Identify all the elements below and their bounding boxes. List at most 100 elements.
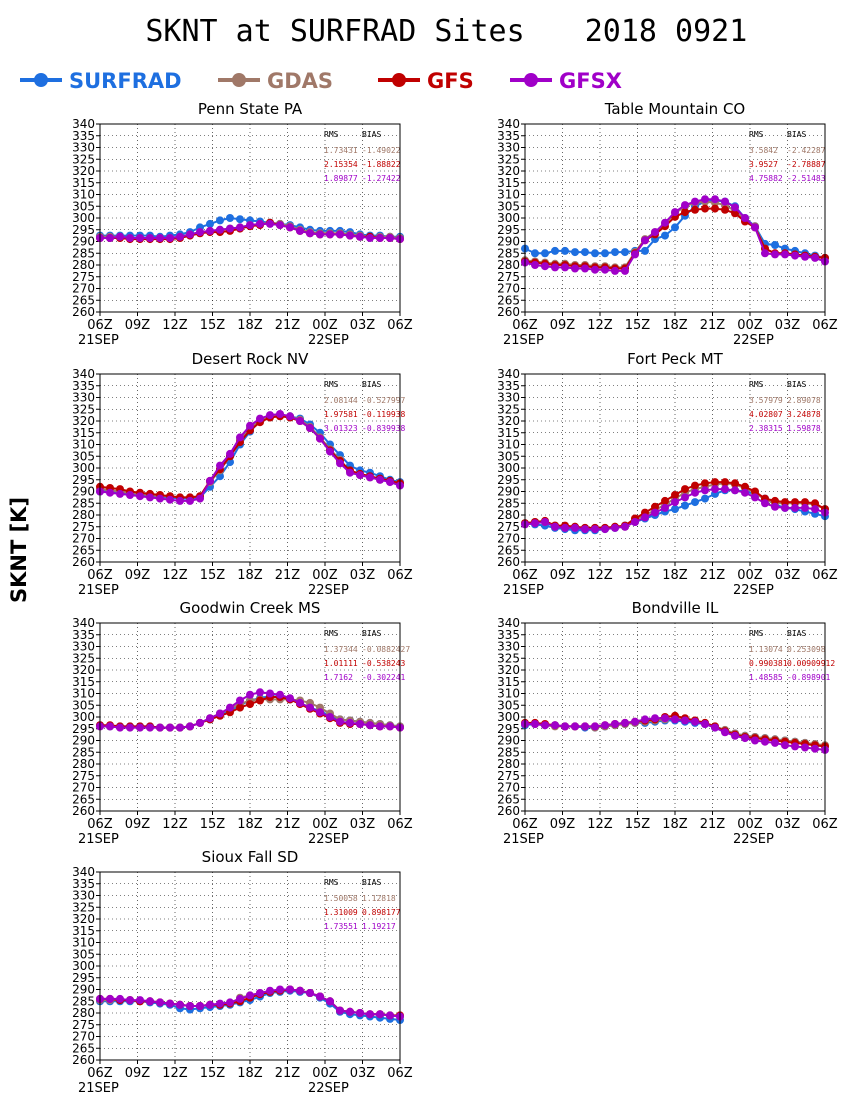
data-point	[771, 496, 779, 505]
data-point	[621, 266, 629, 275]
y-tick-label: 335	[497, 379, 520, 393]
data-point	[651, 508, 659, 517]
data-point	[791, 251, 799, 260]
panel-goodwin-creek-ms: Goodwin Creek MS 260265270275280285290295…	[72, 599, 413, 847]
data-point	[306, 229, 314, 238]
stats-header-bias: BIAS	[362, 878, 381, 887]
data-point	[531, 519, 539, 528]
data-point	[176, 723, 184, 732]
panel-fort-peck-mt: Fort Peck MT2602652702752802852902953003…	[497, 350, 838, 598]
x-tick-label: 06Z	[512, 568, 538, 583]
data-point	[276, 221, 284, 230]
data-point	[771, 250, 779, 259]
panel-title: Bondville IL	[632, 599, 719, 617]
data-point	[376, 475, 384, 484]
y-tick-label: 270	[72, 532, 95, 546]
plot-frame	[99, 622, 401, 812]
panel-desert-rock-nv: Desert Rock NV26026527027528028529029530…	[72, 350, 413, 598]
y-tick-label: 330	[72, 391, 95, 405]
y-tick-label: 260	[72, 555, 95, 569]
y-tick-label: 290	[72, 235, 95, 249]
y-tick-label: 260	[72, 305, 95, 319]
x-tick-label: 03Z	[775, 568, 801, 583]
data-point	[196, 228, 204, 237]
y-tick-label: 280	[497, 508, 520, 522]
y-tick-label: 295	[72, 722, 95, 736]
stats-bias-gfs: -0.119938	[362, 410, 406, 419]
data-point	[701, 720, 709, 728]
x-tick-label: 06Z	[812, 318, 838, 333]
data-point	[691, 205, 699, 214]
y-tick-label: 265	[497, 293, 520, 307]
stats-bias-gfsx: -1.27422	[362, 174, 401, 183]
data-point	[386, 234, 394, 242]
data-point	[286, 694, 294, 703]
x-date-label: 22SEP	[733, 333, 774, 348]
stats-header-rms: RMS	[324, 878, 339, 887]
stats-rms-gdas: 3.57979	[749, 396, 783, 405]
data-point	[601, 525, 609, 534]
x-tick-label: 15Z	[200, 1066, 226, 1081]
data-point	[611, 266, 619, 275]
x-tick-label: 18Z	[662, 318, 688, 333]
data-point	[286, 412, 294, 421]
data-point	[216, 216, 224, 225]
data-point	[286, 985, 294, 994]
y-tick-label: 290	[497, 235, 520, 249]
data-point	[701, 204, 709, 213]
data-point	[541, 262, 549, 271]
y-tick-label: 270	[497, 282, 520, 296]
y-tick-label: 325	[72, 402, 95, 416]
x-tick-label: 06Z	[512, 318, 538, 333]
y-tick-label: 310	[72, 188, 95, 202]
data-point	[146, 997, 154, 1006]
data-point	[541, 721, 549, 730]
data-point	[621, 718, 629, 727]
y-tick-label: 260	[497, 804, 520, 818]
data-point	[316, 230, 324, 239]
data-point	[701, 494, 709, 503]
data-point	[166, 999, 174, 1008]
data-point	[631, 250, 639, 259]
data-point	[106, 234, 114, 242]
data-point	[801, 252, 809, 261]
y-tick-label: 270	[72, 282, 95, 296]
data-point	[771, 241, 779, 249]
y-tick-label: 305	[72, 449, 95, 463]
data-point	[581, 722, 589, 731]
data-point	[146, 493, 154, 502]
plot-frame	[524, 123, 826, 313]
stats-rms-gfs: 3.9527	[749, 160, 778, 169]
data-point	[751, 223, 759, 232]
y-tick-label: 330	[497, 391, 520, 405]
x-tick-label: 12Z	[162, 568, 188, 583]
panels: Penn State PA260265270275280285290295300…	[72, 100, 838, 1096]
panel-title: Fort Peck MT	[627, 350, 723, 368]
data-point	[681, 501, 689, 510]
x-tick-label: 09Z	[125, 568, 151, 583]
data-point	[336, 1006, 344, 1015]
data-point	[246, 991, 254, 1000]
panel-table-mountain-co: Table Mountain CO 26026527027528028529029…	[497, 100, 838, 348]
data-point	[136, 234, 144, 242]
data-point	[216, 999, 224, 1008]
data-point	[761, 499, 769, 508]
y-tick-label: 325	[497, 651, 520, 665]
data-point	[266, 986, 274, 995]
data-point	[651, 502, 659, 511]
data-point	[761, 249, 769, 258]
y-tick-label: 260	[497, 555, 520, 569]
data-point	[116, 723, 124, 732]
data-point	[781, 741, 789, 750]
y-tick-label: 270	[497, 532, 520, 546]
data-point	[126, 234, 134, 242]
data-point	[316, 992, 324, 1001]
stats-rms-gfs: 1.31009	[324, 908, 358, 917]
data-point	[296, 417, 304, 425]
data-point	[286, 223, 294, 232]
x-tick-label: 18Z	[237, 1066, 263, 1081]
data-point	[721, 728, 729, 737]
y-tick-label: 300	[72, 461, 95, 475]
y-tick-label: 285	[497, 246, 520, 260]
y-tick-label: 275	[72, 769, 95, 783]
